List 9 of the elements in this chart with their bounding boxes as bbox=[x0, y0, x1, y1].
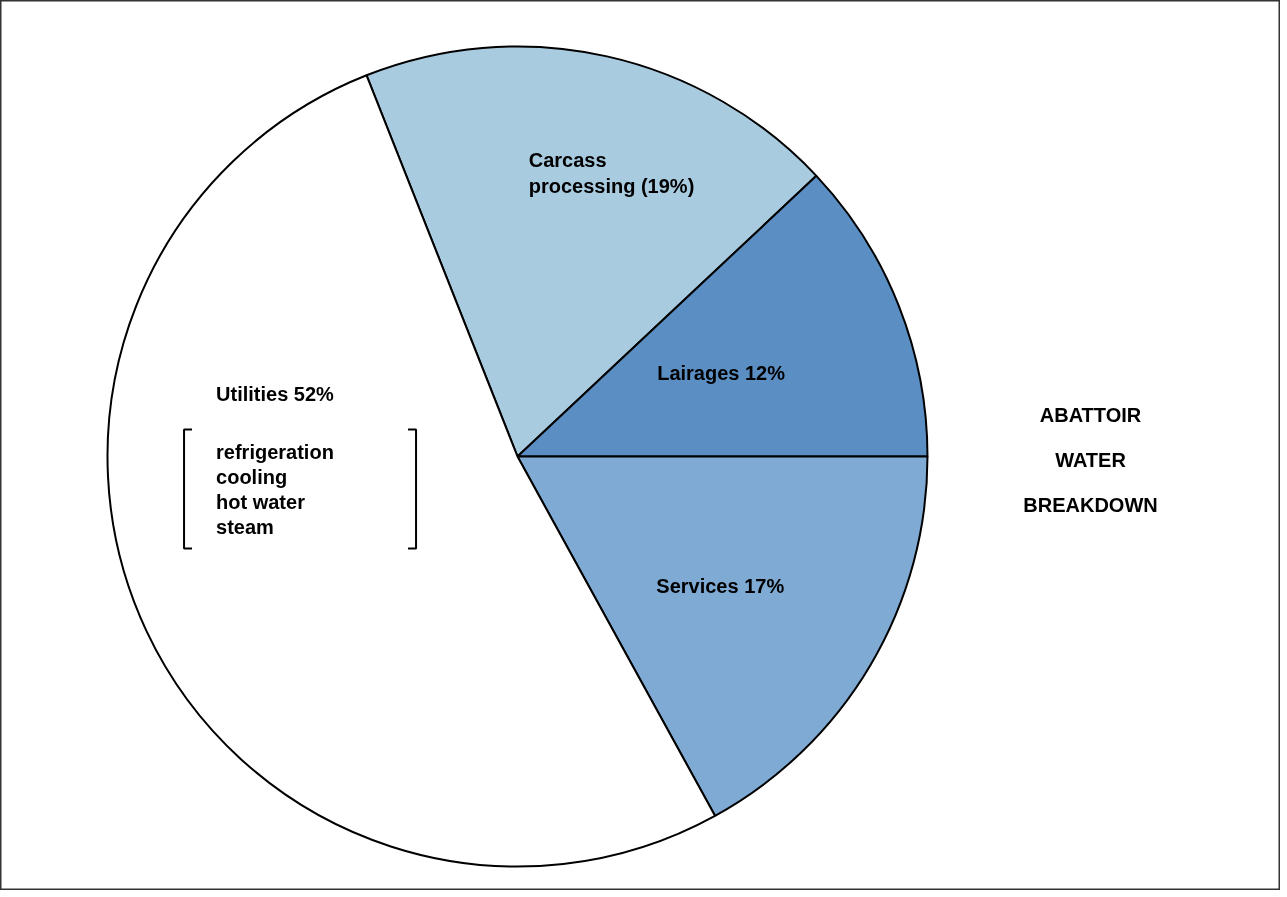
slice-label: Utilities 52% bbox=[216, 382, 335, 405]
text: cooling bbox=[216, 465, 288, 488]
text: steam bbox=[216, 515, 274, 538]
text: ABATTOIR WATER BREAKDOWN bbox=[1023, 403, 1158, 516]
slice-label: Services 17% bbox=[656, 574, 785, 597]
slice-label: Lairages 12% bbox=[657, 362, 786, 385]
text: refrigeration bbox=[216, 440, 334, 463]
slice-label: Carcass processing (19%) bbox=[528, 149, 695, 198]
text: hot water bbox=[216, 490, 306, 513]
